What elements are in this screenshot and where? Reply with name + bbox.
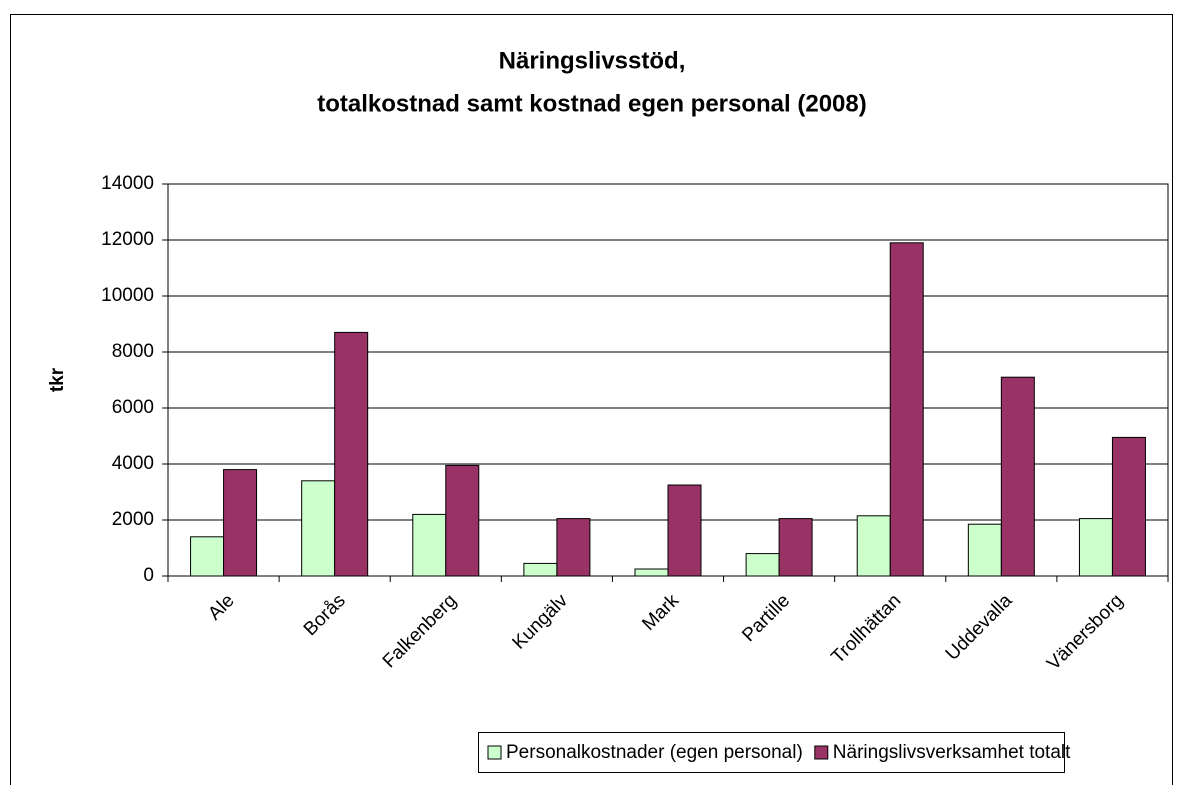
bar — [667, 484, 702, 577]
y-tick-label: 6000 — [112, 397, 154, 418]
legend-label: Näringslivsverksamhet totalt — [833, 742, 1071, 763]
bar — [856, 515, 891, 577]
legend-swatch — [487, 745, 502, 760]
bar — [301, 480, 336, 577]
legend-label: Personalkostnader (egen personal) — [506, 742, 803, 763]
y-tick-label: 8000 — [112, 341, 154, 362]
bar — [778, 518, 813, 577]
bar — [523, 562, 558, 577]
bar — [634, 568, 669, 577]
legend-swatch — [814, 745, 829, 760]
bar — [223, 469, 258, 577]
bar — [1078, 518, 1113, 577]
legend — [478, 732, 1065, 773]
bar — [1111, 436, 1146, 577]
bar — [556, 518, 591, 577]
bar — [334, 331, 369, 577]
y-tick-label: 4000 — [112, 453, 154, 474]
y-tick-label: 12000 — [101, 229, 154, 250]
y-tick-label: 0 — [143, 565, 154, 586]
chart-title: totalkostnad samt kostnad egen personal … — [317, 90, 866, 117]
chart-title: Näringslivsstöd, — [499, 47, 686, 74]
bar — [745, 553, 780, 577]
y-tick-label: 14000 — [101, 173, 154, 194]
bar — [190, 536, 225, 577]
bar — [889, 242, 924, 577]
y-tick-label: 10000 — [101, 285, 154, 306]
y-axis-label: tkr — [47, 367, 68, 392]
bar — [412, 513, 447, 577]
bar — [967, 523, 1002, 577]
bar — [1000, 376, 1035, 577]
y-tick-label: 2000 — [112, 509, 154, 530]
bar — [445, 464, 480, 577]
